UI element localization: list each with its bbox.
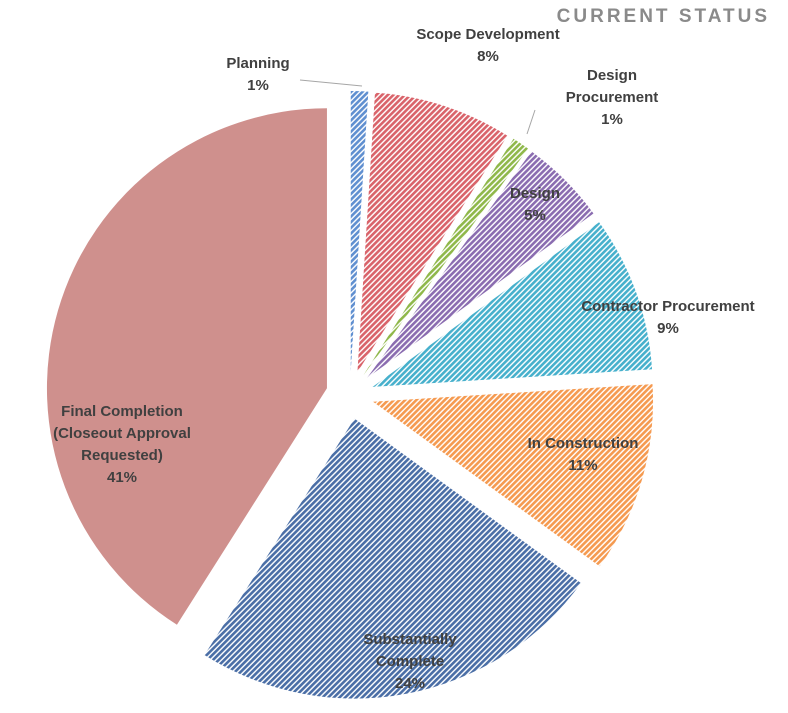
- category-label: Design Procurement: [565, 67, 659, 106]
- category-label: In Construction: [527, 435, 639, 452]
- pie-slice: [366, 151, 594, 379]
- value-label: 41%: [106, 469, 138, 486]
- pie-slice: [46, 108, 327, 625]
- value-label: 8%: [477, 48, 499, 65]
- leader-line: [299, 79, 363, 87]
- slice-label: In Construction 11%: [528, 433, 639, 477]
- value-label: 1%: [247, 77, 269, 94]
- category-label: Final Completion (Closeout Approval Requ…: [53, 403, 191, 464]
- slice-label: Design 5%: [510, 183, 560, 227]
- category-label: Design: [509, 185, 561, 202]
- value-label: 9%: [657, 320, 679, 337]
- slice-label: Design Procurement 1%: [547, 65, 677, 131]
- value-label: 24%: [394, 675, 426, 692]
- pie-slice: [372, 222, 653, 387]
- slice-label: Planning 1%: [226, 53, 289, 97]
- pie-slice: [204, 418, 582, 699]
- pie-slice: [350, 91, 369, 372]
- slice-label: Final Completion (Closeout Approval Requ…: [27, 401, 217, 489]
- slice-label: Contractor Procurement 9%: [581, 296, 754, 340]
- category-label: Contractor Procurement: [581, 298, 755, 315]
- pie-slice: [373, 384, 654, 567]
- category-label: Planning: [226, 55, 290, 72]
- slice-label: Substantially Complete 24%: [345, 629, 475, 695]
- value-label: 1%: [601, 111, 623, 128]
- category-label: Scope Development: [416, 26, 560, 43]
- pie-slice: [357, 92, 508, 373]
- value-label: 5%: [524, 207, 546, 224]
- pie-slice: [363, 138, 529, 376]
- slice-label: Scope Development 8%: [416, 24, 559, 68]
- value-label: 11%: [568, 457, 598, 474]
- category-label: Substantially Complete: [363, 631, 457, 670]
- leader-line: [526, 109, 536, 135]
- chart-title: CURRENT STATUS: [556, 6, 770, 27]
